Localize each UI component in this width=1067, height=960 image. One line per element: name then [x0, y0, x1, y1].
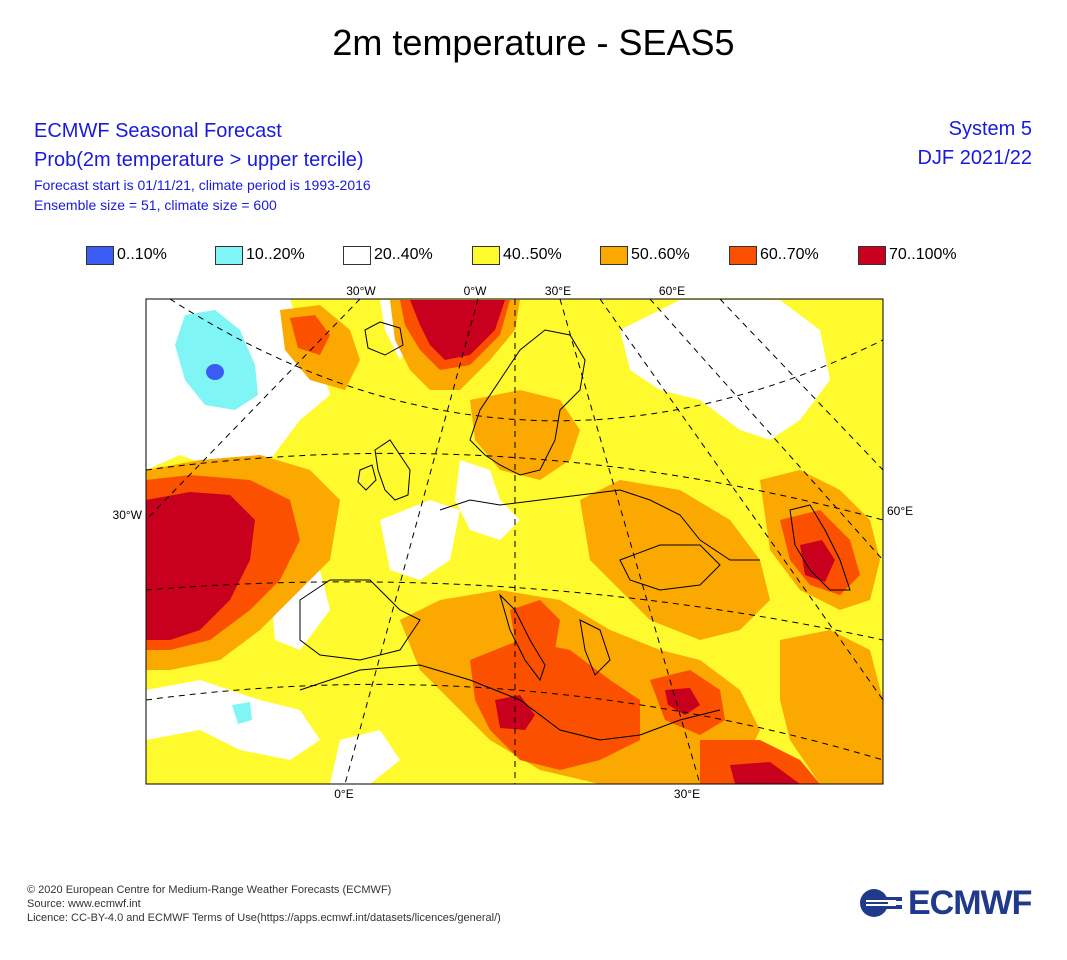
meridian-30w [146, 299, 361, 521]
ecmwf-logo-icon [860, 889, 902, 917]
forecast-start: Forecast start is 01/11/21, climate peri… [34, 177, 371, 193]
coastline-scandinavia [469, 329, 586, 476]
org-title: ECMWF Seasonal Forecast [34, 120, 282, 142]
axis-label-top-0w: 0°W [464, 284, 487, 298]
coastline-iberia [299, 579, 421, 661]
white-region-arctic [620, 300, 830, 440]
white-region-iberia [380, 500, 460, 580]
coastline-ireland [357, 464, 377, 491]
legend-swatch [858, 245, 886, 265]
footer-copyright: © 2020 European Centre for Medium-Range … [27, 884, 392, 896]
white-region-north-sea [455, 460, 520, 540]
axis-label-bottom-0e: 0°E [334, 787, 353, 801]
map-fill [146, 299, 883, 784]
legend-label: 50..60% [631, 246, 690, 263]
darkred-region-atlantic [146, 492, 255, 640]
coastline-black-sea [619, 544, 721, 591]
legend-swatch [343, 245, 371, 265]
cyan-region [175, 310, 258, 410]
axis-label-top-30w: 30°W [346, 284, 376, 298]
legend-item: 0..10% [86, 244, 167, 266]
legend-label: 10..20% [246, 246, 305, 263]
legend-label: 70..100% [889, 246, 957, 263]
white-region-sw-atlantic [146, 680, 320, 760]
axis-label-top-60e: 60°E [659, 284, 685, 298]
meridian-0 [344, 299, 479, 784]
meridian-60e [559, 299, 701, 784]
footer-licence: Licence: CC-BY-4.0 and ECMWF Terms of Us… [27, 912, 501, 924]
white-region-canary [330, 730, 400, 784]
redorange-region-italy [510, 600, 560, 660]
cyan-region-small [232, 702, 252, 724]
ecmwf-logo-text: ECMWF [908, 883, 1032, 922]
darkred-region-arabia [730, 762, 800, 784]
legend-swatch [86, 245, 114, 265]
meridian-90e [599, 299, 883, 701]
ecmwf-logo: ECMWF [858, 883, 1032, 923]
orange-region-central-europe [580, 480, 770, 640]
legend-label: 60..70% [760, 246, 819, 263]
legend-swatch [729, 245, 757, 265]
coastline-italy [498, 593, 546, 682]
legend-item: 60..70% [729, 244, 819, 266]
legend-swatch [472, 245, 500, 265]
coastline-uk [374, 439, 411, 501]
footer-source: Source: www.ecmwf.int [27, 898, 141, 910]
graticule [146, 299, 883, 784]
legend-item: 10..20% [215, 244, 305, 266]
legend-swatch [215, 245, 243, 265]
legend-item: 20..40% [343, 244, 433, 266]
season-label: DJF 2021/22 [917, 147, 1032, 169]
coastline-north-africa [299, 664, 721, 741]
legend-label: 20..40% [374, 246, 433, 263]
chart-title: 2m temperature - SEAS5 [332, 22, 735, 63]
axis-label-bottom-30e: 30°E [674, 787, 700, 801]
legend-label: 40..50% [503, 246, 562, 263]
coastline-greece [579, 619, 611, 676]
darkred-region-north [410, 300, 505, 360]
product-title: Prob(2m temperature > upper tercile) [34, 149, 364, 171]
coastline-caspian [789, 504, 851, 591]
meridian-120e [649, 299, 883, 561]
redorange-region-arabia [700, 740, 820, 784]
parallel-70n [169, 299, 883, 422]
legend-item: 70..100% [858, 244, 957, 266]
axis-label-left-30w: 30°W [113, 508, 143, 522]
system-label: System 5 [948, 118, 1032, 140]
blue-region [206, 364, 224, 380]
legend-label: 0..10% [117, 246, 167, 263]
legend-swatch [600, 245, 628, 265]
map-frame [145, 298, 884, 785]
legend-item: 50..60% [600, 244, 690, 266]
coastline-iceland [364, 321, 404, 356]
darkred-region-caspian [800, 540, 835, 582]
axis-label-top-30e: 30°E [545, 284, 571, 298]
axis-label-right-60e: 60°E [887, 504, 913, 518]
ensemble-size: Ensemble size = 51, climate size = 600 [34, 197, 277, 213]
coastlines [299, 321, 851, 741]
orange-region-scandinavia [470, 390, 580, 480]
coastline-europe [439, 489, 760, 561]
redorange-region-greenland [290, 315, 330, 355]
legend-item: 40..50% [472, 244, 562, 266]
orange-region-east [780, 630, 883, 784]
